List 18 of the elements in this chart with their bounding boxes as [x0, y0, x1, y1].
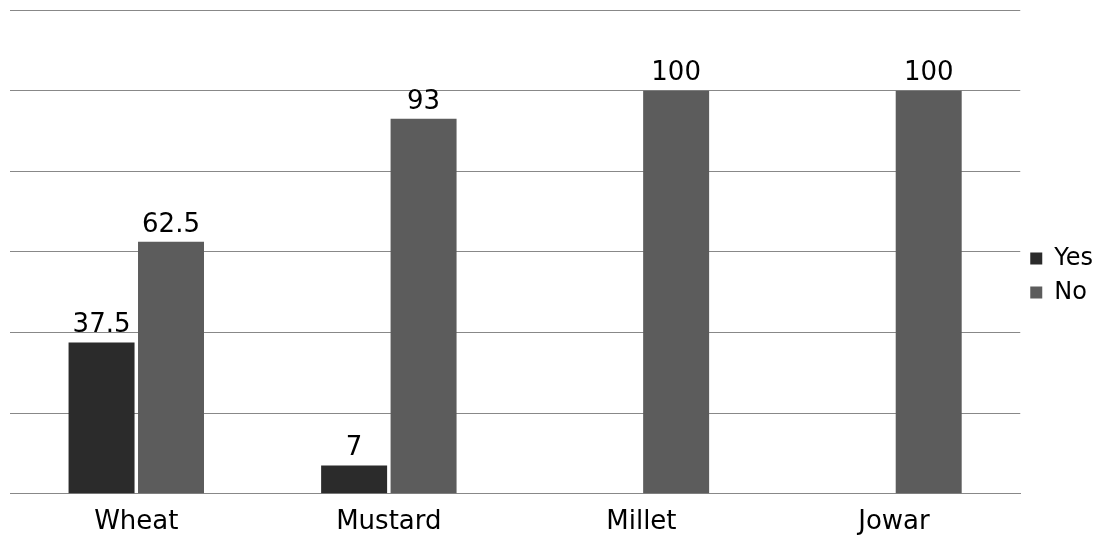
- x-tick-label: Jowar: [856, 505, 931, 536]
- bar: [138, 241, 204, 494]
- x-tick-label: Mustard: [336, 505, 442, 536]
- data-label: 100: [903, 56, 954, 87]
- data-label: 7: [345, 431, 363, 462]
- data-label: 100: [651, 56, 701, 87]
- x-tick-label: Millet: [606, 505, 677, 536]
- data-label: 93: [407, 84, 441, 115]
- legend-label: No: [1054, 276, 1087, 305]
- bar: [643, 90, 710, 494]
- bar: [321, 465, 388, 494]
- legend-label: Yes: [1053, 242, 1094, 271]
- x-tick-label: Wheat: [94, 505, 179, 536]
- bar: [895, 90, 962, 494]
- bar: [68, 342, 135, 494]
- data-label: 37.5: [72, 308, 131, 339]
- data-label: 62.5: [142, 207, 200, 238]
- bar: [390, 118, 457, 494]
